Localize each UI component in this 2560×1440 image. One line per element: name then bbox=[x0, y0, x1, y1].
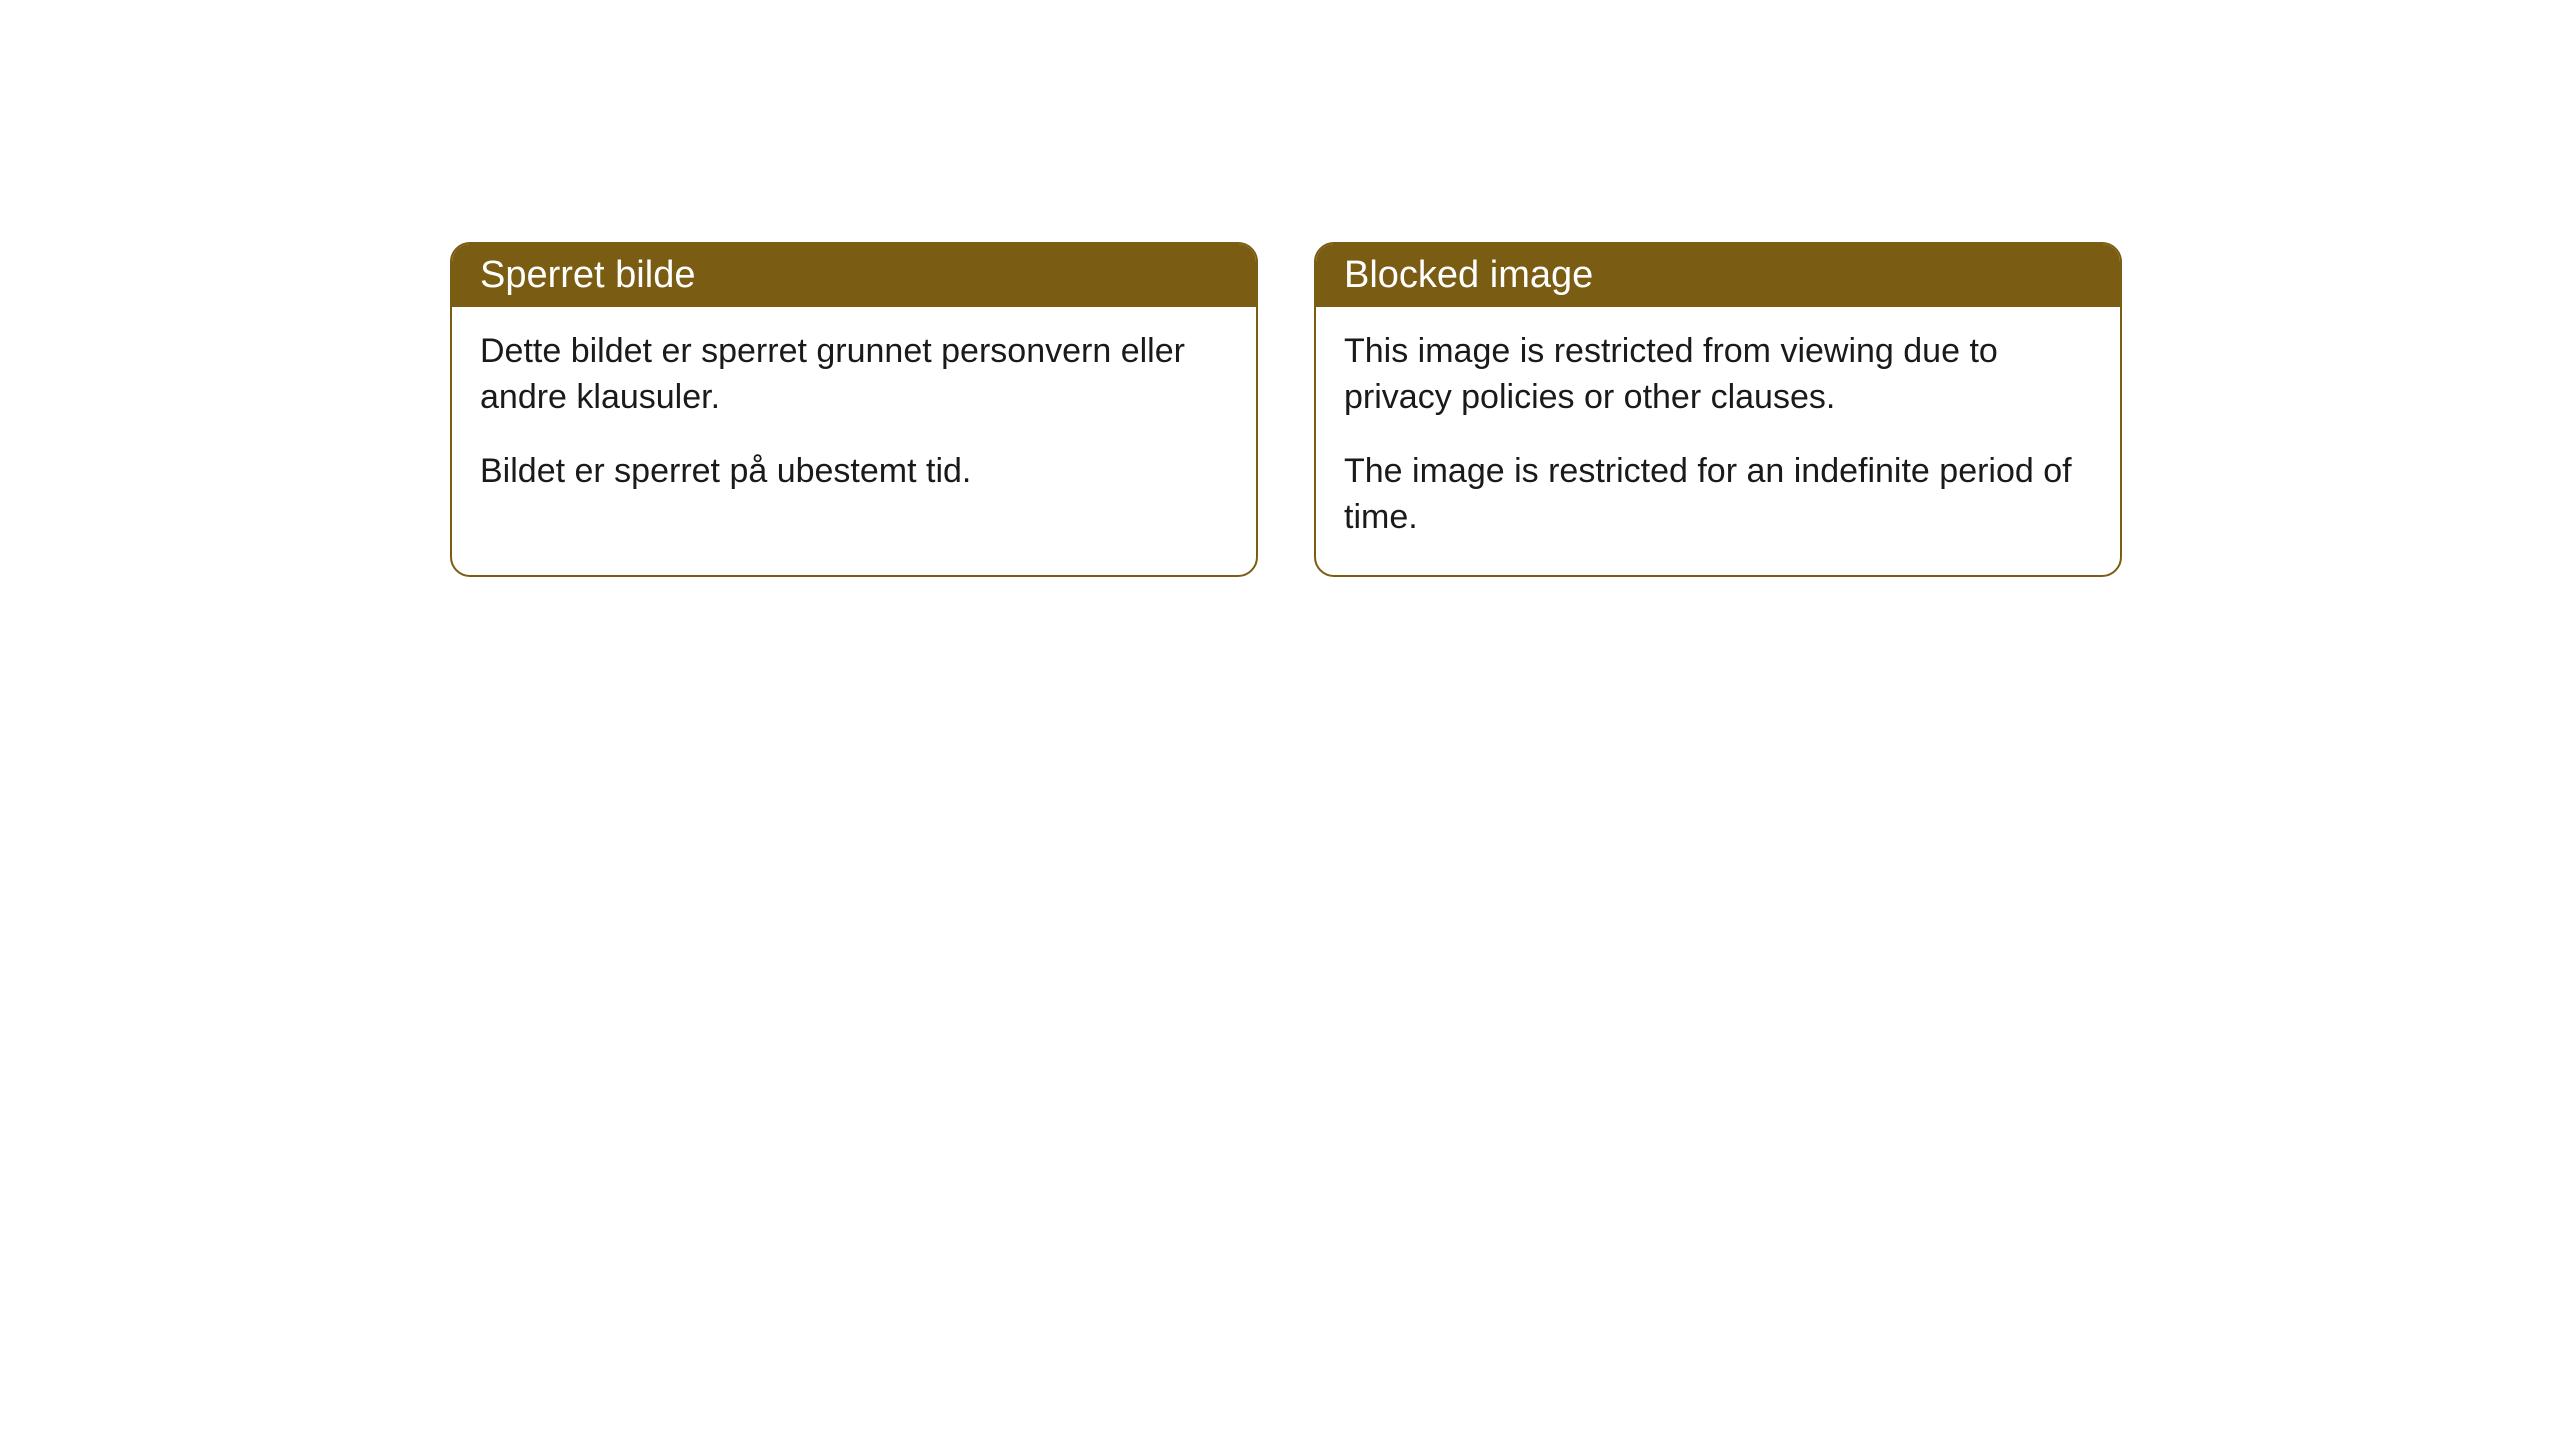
blocked-image-card-english: Blocked image This image is restricted f… bbox=[1314, 242, 2122, 577]
card-paragraph-1-english: This image is restricted from viewing du… bbox=[1344, 329, 2092, 421]
card-body-norwegian: Dette bildet er sperret grunnet personve… bbox=[452, 307, 1256, 529]
blocked-image-card-norwegian: Sperret bilde Dette bildet er sperret gr… bbox=[450, 242, 1258, 577]
card-body-english: This image is restricted from viewing du… bbox=[1316, 307, 2120, 575]
notice-cards-container: Sperret bilde Dette bildet er sperret gr… bbox=[450, 242, 2122, 577]
card-header-english: Blocked image bbox=[1316, 244, 2120, 307]
card-header-norwegian: Sperret bilde bbox=[452, 244, 1256, 307]
card-paragraph-1-norwegian: Dette bildet er sperret grunnet personve… bbox=[480, 329, 1228, 421]
card-paragraph-2-english: The image is restricted for an indefinit… bbox=[1344, 449, 2092, 541]
card-paragraph-2-norwegian: Bildet er sperret på ubestemt tid. bbox=[480, 449, 1228, 495]
